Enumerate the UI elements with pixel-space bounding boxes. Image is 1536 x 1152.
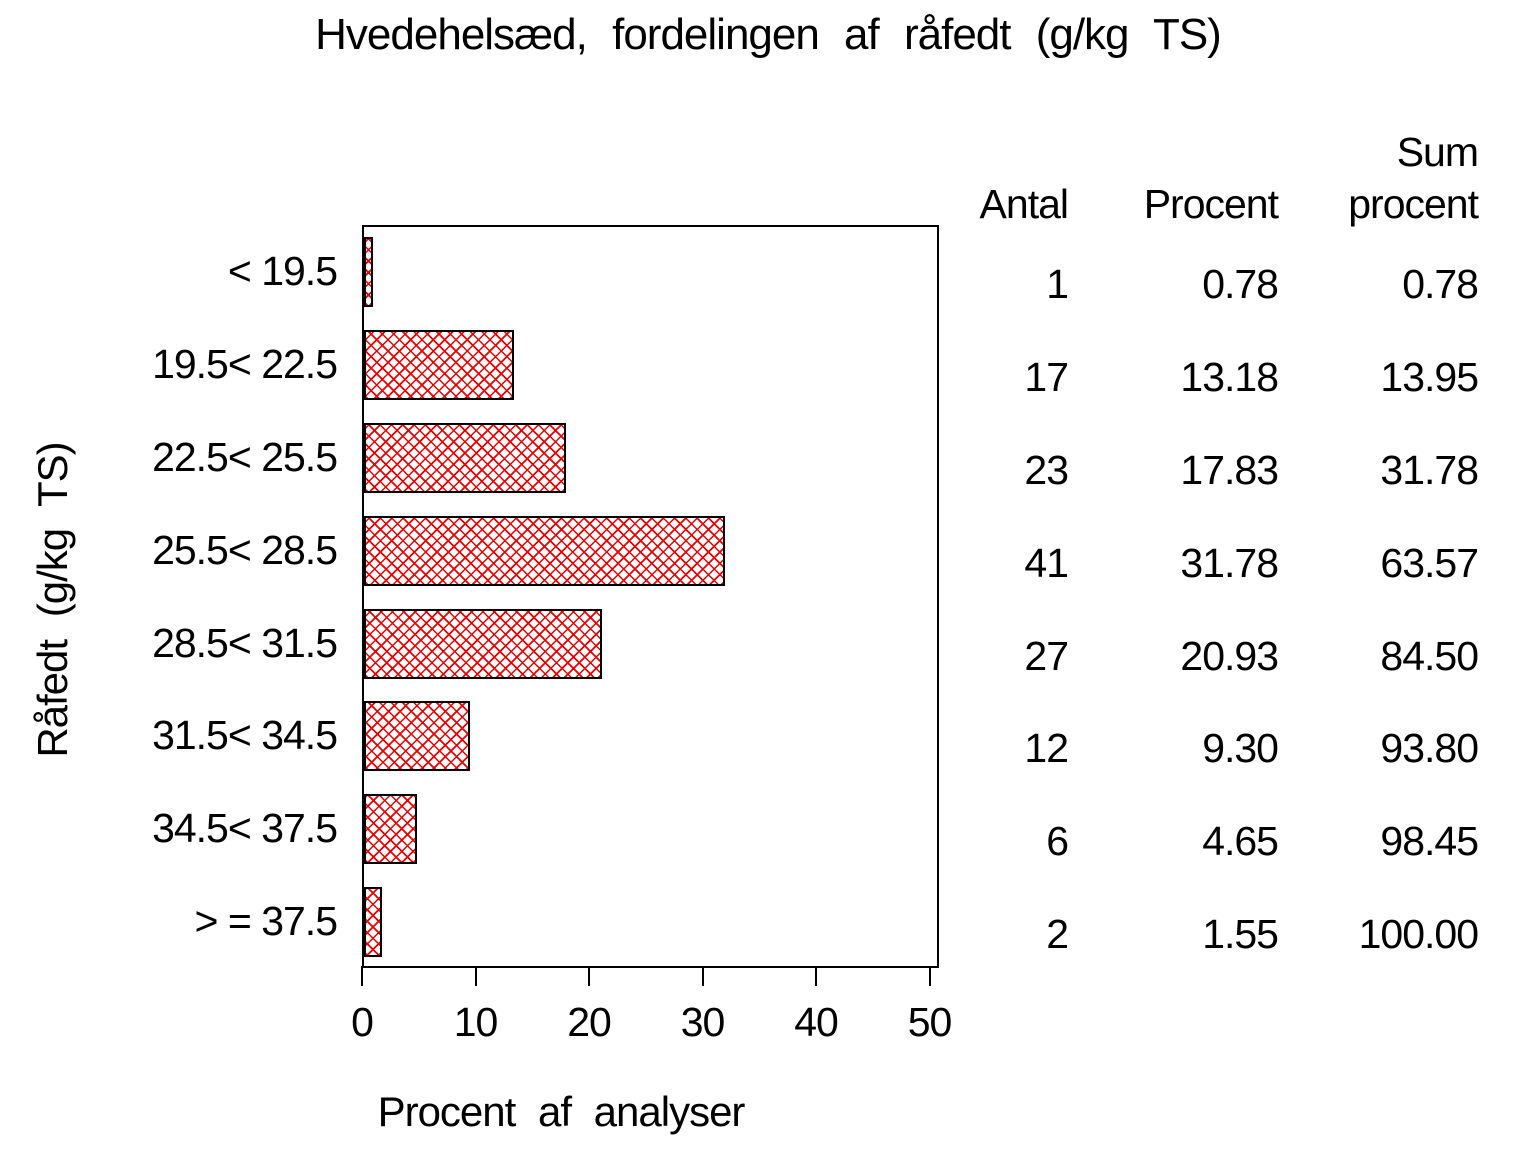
bar-1 — [364, 237, 373, 307]
table-row: 1 0.78 0.78 — [950, 238, 1479, 331]
cell-sum: 98.45 — [1380, 818, 1479, 865]
cell-antal: 17 — [1024, 353, 1069, 400]
category-label-6: 31.5< 34.5 — [152, 712, 338, 759]
x-tick-label-30: 30 — [680, 998, 726, 1045]
column-header-antal: Antal — [979, 180, 1069, 227]
bar-2 — [364, 329, 514, 400]
column-header-sum-line2: procent — [1348, 180, 1479, 227]
cell-procent: 17.83 — [1180, 446, 1279, 493]
x-tick-label-40: 40 — [794, 998, 839, 1045]
category-label-4: 25.5< 28.5 — [152, 526, 338, 573]
table-row: 41 31.78 63.57 — [950, 517, 1479, 610]
cell-sum: 100.00 — [1358, 911, 1479, 958]
cell-procent: 13.18 — [1180, 353, 1279, 400]
category-label-3: 22.5< 25.5 — [152, 433, 338, 480]
table-row: 23 17.83 31.78 — [950, 424, 1479, 517]
cell-sum: 0.78 — [1402, 261, 1479, 307]
x-tick-label-10: 10 — [453, 998, 499, 1045]
category-label-5: 28.5< 31.5 — [152, 619, 338, 666]
category-label-2: 19.5< 22.5 — [152, 340, 338, 387]
bar-4 — [364, 515, 725, 586]
cell-antal: 23 — [1024, 446, 1069, 493]
bar-7 — [364, 794, 417, 865]
cell-antal: 2 — [1046, 911, 1069, 958]
cell-antal: 41 — [1024, 539, 1069, 586]
cell-sum: 31.78 — [1380, 446, 1479, 493]
table-header-row-2: Antal Procent procent — [950, 178, 1479, 230]
cell-antal: 6 — [1046, 818, 1069, 865]
x-tick-label-20: 20 — [567, 998, 612, 1045]
cell-sum: 84.50 — [1380, 632, 1479, 679]
bar-8 — [364, 887, 382, 958]
cell-sum: 93.80 — [1380, 725, 1479, 772]
table-header-row-1: Sum — [950, 126, 1479, 178]
table-row: 27 20.93 84.50 — [950, 610, 1479, 703]
cell-antal: 27 — [1024, 632, 1069, 679]
x-axis-tick-0 — [361, 966, 363, 986]
x-axis-tick-10 — [474, 966, 477, 986]
x-axis-tick-20 — [588, 966, 590, 986]
table-row: 6 4.65 98.45 — [950, 795, 1479, 888]
category-label-7: 34.5< 37.5 — [152, 805, 338, 852]
cell-procent: 4.65 — [1202, 818, 1279, 865]
cell-antal: 1 — [1046, 261, 1069, 307]
column-header-procent: Procent — [1143, 180, 1279, 227]
table-row: 12 9.30 93.80 — [950, 702, 1479, 795]
table-row: 17 13.18 13.95 — [950, 331, 1479, 424]
x-axis-tick-30 — [701, 966, 704, 986]
chart-title: Hvedehelsæd, fordelingen af råfedt (g/kg… — [315, 10, 1222, 59]
category-label-8: > = 37.5 — [194, 898, 338, 945]
column-header-sum-line1: Sum — [1396, 128, 1479, 175]
cell-procent: 9.30 — [1202, 725, 1279, 772]
x-tick-label-0: 0 — [351, 998, 374, 1045]
x-axis-tick-40 — [815, 966, 817, 986]
bar-6 — [364, 701, 470, 772]
x-tick-label-50: 50 — [907, 998, 953, 1045]
bar-5 — [364, 608, 602, 679]
category-label-1: < 19.5 — [227, 248, 338, 294]
table-row: 2 1.55 100.00 — [950, 888, 1479, 981]
cell-antal: 12 — [1024, 725, 1069, 772]
x-axis-label: Procent af analyser — [377, 1088, 746, 1135]
table-header: Sum Antal Procent procent — [950, 126, 1479, 230]
cell-procent: 20.93 — [1180, 632, 1279, 679]
bar-3 — [364, 422, 567, 493]
cell-sum: 63.57 — [1380, 539, 1479, 586]
cell-sum: 13.95 — [1380, 353, 1479, 400]
x-axis-tick-50 — [928, 966, 931, 986]
plot-area — [362, 225, 939, 968]
cell-procent: 1.55 — [1202, 911, 1279, 958]
cell-procent: 0.78 — [1202, 261, 1279, 307]
cell-procent: 31.78 — [1180, 539, 1279, 586]
